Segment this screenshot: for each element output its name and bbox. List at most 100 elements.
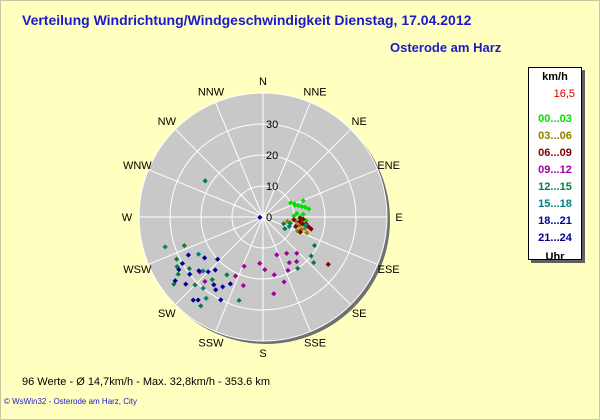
legend-range-2: 06...09 xyxy=(538,147,572,159)
wind-point-37 xyxy=(262,267,268,273)
wind-point-91 xyxy=(179,260,186,267)
direction-label-SSE: SSE xyxy=(304,338,326,350)
wind-point-82 xyxy=(227,281,233,287)
wind-point-33 xyxy=(286,260,292,266)
rose-spoke-WNW xyxy=(148,169,264,218)
direction-label-WNW: WNW xyxy=(123,160,152,172)
direction-label-S: S xyxy=(259,348,266,360)
rose-spoke-ESE xyxy=(262,216,378,265)
wind-point-13 xyxy=(284,218,291,224)
wind-point-89 xyxy=(196,268,202,274)
wind-point-2 xyxy=(292,202,298,208)
wind-point-44 xyxy=(284,250,290,256)
station-name: Osterode am Harz xyxy=(390,40,502,55)
wind-point-70 xyxy=(162,244,168,250)
rose-spoke-NE xyxy=(262,128,352,218)
direction-label-NE: NE xyxy=(352,116,367,128)
wind-point-52 xyxy=(209,277,215,283)
wind-point-40 xyxy=(274,252,280,258)
wind-point-53 xyxy=(192,282,198,288)
wind-point-72 xyxy=(303,222,309,228)
wind-point-71 xyxy=(286,223,292,230)
wind-point-74 xyxy=(205,269,211,275)
wind-point-26 xyxy=(297,215,303,221)
radial-tick-10: 10 xyxy=(266,181,278,193)
wind-point-0 xyxy=(288,200,294,206)
copyright-line: © WsWin32 - Osterode am Harz, City xyxy=(4,397,138,406)
rose-spoke-ENE xyxy=(262,169,378,218)
wind-point-34 xyxy=(285,267,291,273)
wind-point-68 xyxy=(200,268,206,274)
direction-label-NW: NW xyxy=(158,116,177,128)
direction-label-NNE: NNE xyxy=(303,86,326,98)
wind-point-59 xyxy=(202,178,208,184)
wind-point-19 xyxy=(294,228,301,234)
direction-label-NNW: NNW xyxy=(198,86,225,98)
wind-point-65 xyxy=(282,226,288,232)
direction-label-W: W xyxy=(122,212,133,224)
wind-point-21 xyxy=(297,218,303,225)
wind-point-81 xyxy=(183,281,189,287)
wind-point-49 xyxy=(311,260,317,266)
wind-point-77 xyxy=(215,256,221,262)
wind-point-62 xyxy=(236,297,242,304)
direction-label-SE: SE xyxy=(352,308,367,320)
wind-point-3 xyxy=(295,202,301,209)
wind-point-7 xyxy=(300,198,306,204)
radial-tick-30: 30 xyxy=(266,119,278,131)
legend-range-5: 15...18 xyxy=(538,198,572,210)
wind-point-23 xyxy=(305,224,312,230)
wind-point-43 xyxy=(232,273,239,279)
wind-point-57 xyxy=(174,256,180,262)
rose-spoke-SW xyxy=(174,216,264,306)
wind-point-48 xyxy=(308,253,314,259)
wind-point-51 xyxy=(224,272,230,278)
wind-point-10 xyxy=(300,211,306,217)
wind-point-63 xyxy=(287,220,293,226)
wind-point-29 xyxy=(297,229,303,235)
legend-range-3: 09...12 xyxy=(538,164,572,176)
rose-spoke-WSW xyxy=(148,216,264,265)
wind-point-24 xyxy=(308,226,314,232)
wind-point-87 xyxy=(176,266,182,273)
wind-point-83 xyxy=(211,282,217,288)
radial-tick-20: 20 xyxy=(266,150,278,162)
wind-point-79 xyxy=(213,287,219,293)
rose-spoke-SSW xyxy=(215,216,264,332)
wind-point-25 xyxy=(300,216,306,222)
wind-point-67 xyxy=(200,285,206,291)
legend-unit: km/h xyxy=(542,71,568,83)
speed-legend: km/h 16,5 00...03 03...06 06...09 09...12 12… xyxy=(528,67,582,263)
wind-point-28 xyxy=(293,223,299,229)
wind-point-58 xyxy=(181,243,187,249)
direction-label-SW: SW xyxy=(158,308,176,320)
wind-point-76 xyxy=(201,255,208,261)
wind-point-86 xyxy=(220,284,226,290)
direction-label-ENE: ENE xyxy=(377,160,400,172)
wind-point-39 xyxy=(257,260,263,266)
rose-spoke-NNW xyxy=(215,102,264,218)
wind-point-20 xyxy=(291,217,297,223)
wind-point-84 xyxy=(172,278,178,284)
rose-spoke-NW xyxy=(174,128,264,218)
legend-range-6: 18...21 xyxy=(538,215,572,227)
wind-point-75 xyxy=(187,271,193,277)
wind-point-61 xyxy=(171,281,177,287)
chart-title: Verteilung Windrichtung/Windgeschwindigk… xyxy=(22,12,472,28)
legend-range-1: 03...06 xyxy=(538,130,572,142)
summary-line: 96 Werte - Ø 14,7km/h - Max. 32,8km/h - … xyxy=(22,376,270,388)
legend-max-value: 16,5 xyxy=(553,88,575,100)
wind-point-54 xyxy=(186,265,192,272)
wind-point-38 xyxy=(240,282,246,289)
wind-point-55 xyxy=(175,271,181,277)
wind-point-6 xyxy=(306,206,312,212)
legend-time-unit: Uhr xyxy=(545,251,565,263)
wind-point-31 xyxy=(294,250,300,256)
wind-point-69 xyxy=(195,251,202,257)
wind-point-32 xyxy=(293,258,300,265)
wind-point-85 xyxy=(212,267,218,273)
wind-point-11 xyxy=(303,218,309,224)
wind-point-78 xyxy=(218,297,224,303)
wind-point-88 xyxy=(257,214,263,220)
